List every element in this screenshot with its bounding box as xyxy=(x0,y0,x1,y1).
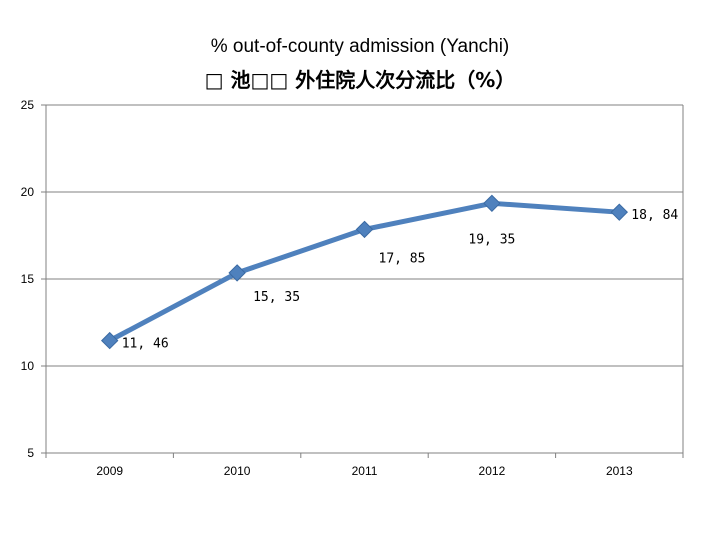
x-tick-label-2009: 2009 xyxy=(96,464,123,478)
y-tick-label-5: 5 xyxy=(27,446,34,460)
chart-title-chinese: □ 池□□ 外住院人次分流比（%） xyxy=(204,68,516,92)
x-tick-label-2013: 2013 xyxy=(606,464,633,478)
data-series xyxy=(100,194,629,350)
data-label-2013: 18, 84 xyxy=(631,208,678,223)
data-point-2013 xyxy=(610,203,629,221)
y-tick-label-20: 20 xyxy=(21,185,35,199)
axes: 5 10 15 20 25 2009 2010 2011 2012 2013 xyxy=(21,98,684,478)
data-point-2011 xyxy=(355,220,374,239)
data-point-2009 xyxy=(100,331,119,350)
data-labels: 11, 46 15, 35 17, 85 19, 35 18, 84 xyxy=(122,208,679,351)
data-label-2011: 17, 85 xyxy=(379,251,426,266)
data-label-2012: 19, 35 xyxy=(468,232,515,247)
gridlines xyxy=(46,104,683,367)
x-tick-label-2011: 2011 xyxy=(352,464,378,478)
data-label-2010: 15, 35 xyxy=(253,290,300,305)
y-tick-label-25: 25 xyxy=(21,98,35,112)
x-tick-label-2012: 2012 xyxy=(479,464,506,478)
x-tick-label-2010: 2010 xyxy=(224,464,251,478)
data-point-2012 xyxy=(483,194,501,213)
chart-title-english: % out-of-county admission (Yanchi) xyxy=(210,36,510,57)
data-label-2009: 11, 46 xyxy=(122,337,169,352)
data-point-2010 xyxy=(228,264,246,282)
y-tick-label-15: 15 xyxy=(21,272,35,286)
y-tick-label-10: 10 xyxy=(21,359,35,373)
